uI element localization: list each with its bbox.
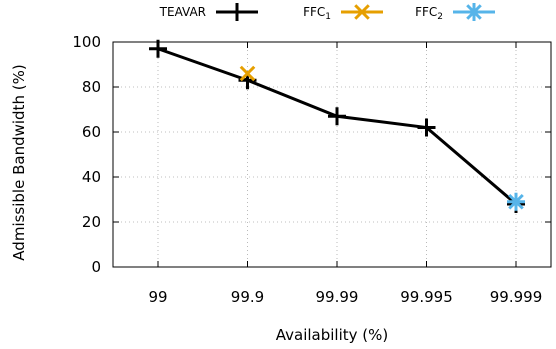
series-ffc2 <box>507 192 525 211</box>
y-tick-label: 40 <box>82 168 101 186</box>
y-axis-title: Admissible Bandwidth (%) <box>10 64 28 260</box>
ticks-layer: 0 20 40 60 80 100 99 99.9 99.99 99.995 99.999 <box>72 33 551 306</box>
legend-swatch-marker-d2 <box>354 4 370 20</box>
data-point-marker-d2 <box>508 193 524 210</box>
plot-frame <box>112 41 552 268</box>
y-tick-label: 80 <box>82 78 101 96</box>
legend-label: TEAVAR <box>159 5 206 19</box>
y-tick-label: 100 <box>72 33 101 51</box>
x-tick-label: 99.995 <box>400 288 453 306</box>
legend-item-ffc2: FFC2 <box>415 3 495 22</box>
legend-label-subscript: 1 <box>325 12 331 22</box>
x-tick-label: 99 <box>148 288 167 306</box>
legend-label: FFC2 <box>415 5 443 22</box>
legend-label: FFC1 <box>303 5 331 22</box>
y-tick-label: 20 <box>82 213 101 231</box>
series-ffc1 <box>239 65 256 82</box>
legend-label-subscript: 2 <box>437 12 443 22</box>
legend-swatch-marker-d2 <box>466 4 482 20</box>
y-tick-label: 0 <box>91 258 101 276</box>
x-tick-label: 99.999 <box>490 288 543 306</box>
y-tick-label: 60 <box>82 123 101 141</box>
series-layer <box>149 39 525 213</box>
x-axis-title: Availability (%) <box>276 326 389 344</box>
data-point-marker-d2 <box>239 65 256 82</box>
legend-item-teavar: TEAVAR <box>159 3 258 21</box>
grid-layer <box>113 42 551 267</box>
x-tick-label: 99.9 <box>231 288 264 306</box>
x-tick-label: 99.99 <box>316 288 359 306</box>
legend: TEAVAR FFC1 FFC2 <box>159 3 495 22</box>
legend-item-ffc1: FFC1 <box>303 4 383 22</box>
